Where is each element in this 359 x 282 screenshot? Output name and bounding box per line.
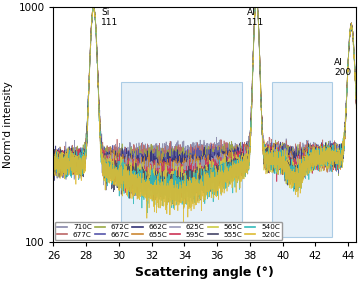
Text: Al
200: Al 200 — [334, 58, 351, 78]
X-axis label: Scattering angle (°): Scattering angle (°) — [135, 266, 274, 279]
Legend: 710C, 677C, 672C, 667C, 662C, 655C, 625C, 595C, 565C, 555C, 540C, 520C: 710C, 677C, 672C, 667C, 662C, 655C, 625C… — [55, 222, 282, 240]
Bar — [121, 82, 242, 237]
Y-axis label: Norm'd intensity: Norm'd intensity — [3, 81, 13, 168]
Bar — [272, 82, 332, 237]
Text: Al
111: Al 111 — [247, 8, 265, 27]
Text: Si
111: Si 111 — [101, 8, 118, 27]
